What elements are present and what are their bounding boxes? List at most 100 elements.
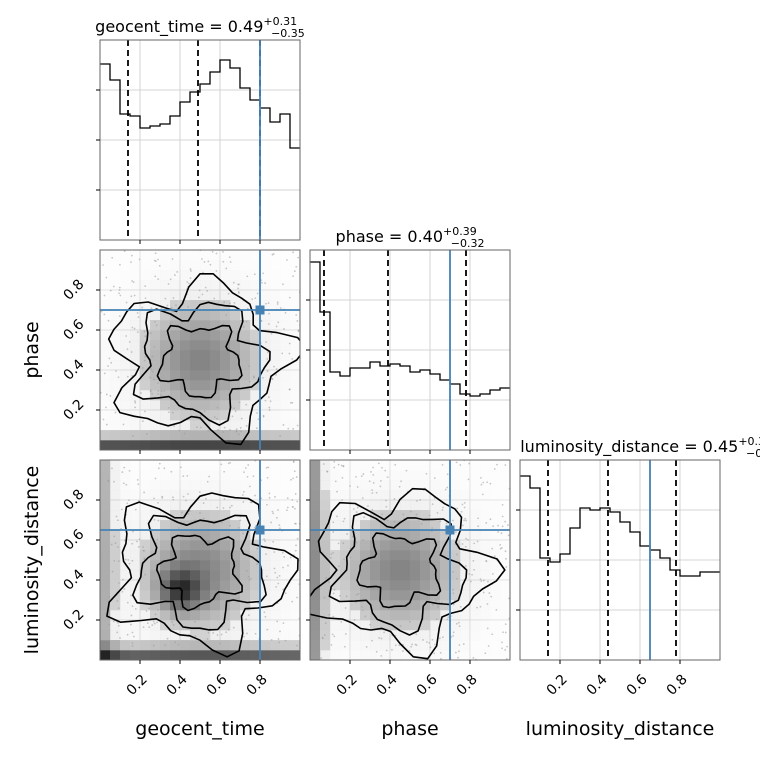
density-cell	[290, 360, 300, 371]
density-cell	[250, 520, 261, 531]
density-cell	[310, 630, 321, 641]
density-cell	[120, 370, 131, 381]
density-cell	[100, 590, 111, 601]
density-cell	[140, 580, 151, 591]
sample-point	[227, 462, 230, 465]
sample-point	[461, 524, 464, 527]
density-cell	[130, 520, 141, 531]
density-cell	[150, 560, 161, 571]
density-cell	[150, 530, 161, 541]
sample-point	[103, 294, 106, 297]
sample-point	[501, 525, 504, 528]
density-cell	[220, 310, 231, 321]
sample-point	[455, 461, 458, 464]
sample-point	[207, 429, 210, 432]
density-cell	[190, 470, 201, 481]
density-cell	[250, 330, 261, 341]
density-cell	[140, 390, 151, 401]
density-cell	[290, 270, 300, 281]
density-cell	[150, 650, 161, 660]
sample-point	[156, 538, 159, 541]
density-cell	[430, 540, 441, 551]
density-cell	[210, 260, 221, 271]
density-cell	[170, 520, 181, 531]
density-cell	[110, 570, 121, 581]
density-cell	[290, 470, 300, 481]
density-cell	[230, 340, 241, 351]
density-cell	[150, 420, 161, 431]
sample-point	[435, 599, 437, 602]
sample-point	[267, 466, 270, 469]
density-cell	[160, 530, 171, 541]
sample-point	[282, 566, 284, 569]
density-cell	[110, 480, 121, 491]
sample-point	[268, 406, 271, 409]
density-cell	[210, 320, 221, 331]
density-cell	[230, 350, 241, 361]
sample-point	[355, 593, 358, 596]
sample-point	[118, 289, 121, 291]
density-cell	[220, 500, 231, 511]
density-cell	[110, 490, 121, 501]
density-cell	[230, 370, 241, 381]
density-cell	[360, 480, 371, 491]
sample-point	[439, 637, 441, 640]
sample-point	[134, 401, 137, 404]
sample-point	[130, 623, 132, 626]
density-cell	[400, 550, 411, 561]
sample-point	[439, 651, 442, 654]
sample-point	[186, 281, 189, 283]
density-cell	[120, 610, 131, 621]
sample-point	[137, 483, 140, 485]
density-cell	[310, 620, 321, 631]
density-cell	[250, 460, 261, 471]
density-cell	[110, 300, 121, 311]
density-cell	[500, 470, 510, 481]
density-cell	[200, 460, 211, 471]
density-cell	[390, 560, 401, 571]
sample-point	[206, 480, 209, 483]
density-cell	[420, 550, 431, 561]
density-cell	[480, 630, 491, 641]
density-cell	[480, 510, 491, 521]
density-cell	[230, 320, 241, 331]
density-cell	[180, 470, 191, 481]
density-cell	[330, 600, 341, 611]
density-cell	[200, 570, 211, 581]
sample-point	[245, 425, 248, 427]
sample-point	[296, 644, 298, 647]
density-cell	[260, 630, 271, 641]
density-cell	[290, 460, 300, 471]
density-cell	[230, 550, 241, 561]
density-cell	[110, 650, 121, 660]
sample-point	[461, 543, 464, 545]
density-cell	[170, 290, 181, 301]
sample-point	[340, 620, 343, 623]
density-cell	[290, 260, 300, 271]
sample-point	[415, 513, 418, 516]
density-cell	[270, 260, 281, 271]
density-cell	[500, 640, 510, 651]
density-cell	[480, 500, 491, 511]
density-cell	[220, 580, 231, 591]
density-cell	[440, 590, 451, 601]
sample-point	[456, 577, 458, 580]
density-cell	[210, 390, 221, 401]
density-cell	[190, 310, 201, 321]
sample-point	[482, 579, 485, 582]
sample-point	[504, 649, 507, 651]
sample-point	[429, 646, 432, 649]
sample-point	[290, 401, 292, 404]
sample-point	[273, 567, 276, 570]
density-cell	[440, 470, 451, 481]
sample-point	[472, 656, 475, 659]
sample-point	[107, 319, 110, 322]
density-cell	[270, 520, 281, 531]
sample-point	[198, 491, 201, 494]
density-cell	[280, 550, 291, 561]
density-cell	[270, 500, 281, 511]
density-cell	[340, 580, 351, 591]
sample-point	[386, 476, 389, 479]
sample-point	[171, 310, 174, 313]
density-cell	[280, 320, 291, 331]
